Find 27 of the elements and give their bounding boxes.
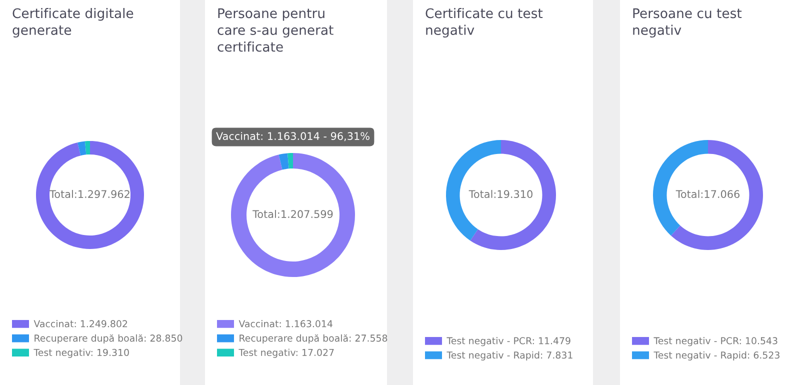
legend-label: Vaccinat: 1.163.014	[238, 320, 332, 328]
text: Total:1.297.962	[50, 190, 130, 198]
legend-label: Recuperare după boală: 28.850	[34, 334, 182, 344]
donut-slice	[231, 153, 355, 277]
chart-title: Persoane cu test negativ	[633, 8, 742, 38]
donut-slice	[670, 140, 763, 250]
donut-slice	[78, 141, 86, 156]
legend-label: Vaccinat: 1.249.802	[34, 320, 128, 328]
chart-title: Persoane pentru care s-au generat certificate	[218, 8, 334, 52]
legend-label: Test negativ - PCR: 11.479	[446, 337, 570, 346]
chart-title: Certificate cu test negativ	[426, 8, 543, 38]
donut-slice	[278, 153, 289, 170]
text: Total:19.310	[468, 190, 532, 198]
donut-slice	[288, 153, 293, 169]
text: Vaccinat: 1.163.014 - 96,31%	[216, 132, 370, 142]
legend-label: Test negativ: 19.310	[34, 348, 129, 358]
legend-label: Test negativ: 17.027	[238, 348, 334, 358]
chart-title: Certificate digitale generate	[12, 8, 134, 38]
legend-label: Test negativ - Rapid: 7.831	[446, 351, 572, 360]
donut-slice	[470, 140, 556, 250]
legend-label: Recuperare după boală: 27.558	[240, 334, 388, 344]
legend-label: Test negativ - PCR: 10.543	[654, 337, 778, 346]
legend-label: Test negativ - Rapid: 6.523	[654, 351, 780, 360]
text: Total:1.207.599	[252, 210, 333, 218]
text: Total:17.066	[676, 190, 740, 198]
donut-slice	[84, 141, 90, 155]
donut-slice	[36, 141, 144, 249]
